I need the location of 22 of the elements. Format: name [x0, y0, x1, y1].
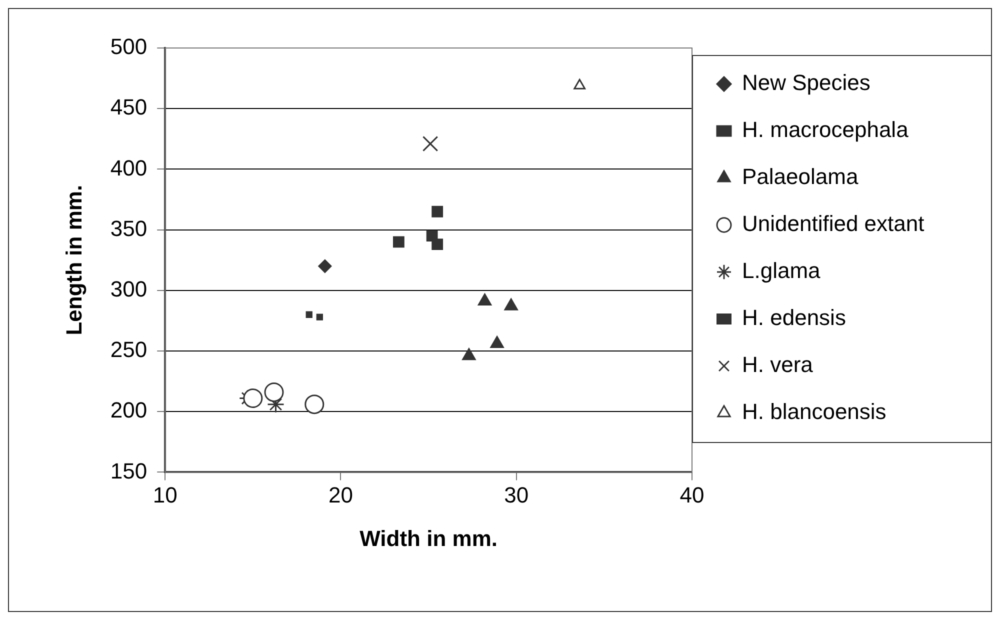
y-tick-label: 500 — [110, 34, 148, 60]
legend-label: New Species — [742, 70, 870, 96]
legend-label: H. macrocephala — [742, 117, 910, 142]
y-tick-label: 250 — [110, 337, 148, 362]
y-tick-label: 350 — [110, 216, 148, 241]
legend-label: H. edensis — [742, 305, 846, 330]
legend-label: H. vera — [742, 352, 814, 378]
y-tick-label: 150 — [110, 458, 148, 484]
x-tick-label: 40 — [680, 482, 704, 508]
y-tick-label: 200 — [110, 398, 148, 423]
x-tick-label: 10 — [152, 482, 178, 508]
legend-label: Palaeolama — [742, 164, 859, 190]
x-tick-label: 20 — [328, 482, 353, 508]
y-tick-label: 300 — [110, 276, 148, 302]
y-axis-title: Length in mm. — [61, 184, 86, 336]
legend-label: Unidentified extant — [742, 211, 924, 236]
y-tick-label: 450 — [110, 94, 148, 120]
x-axis-title: Width in mm. — [360, 526, 498, 551]
legend-label: H. blancoensis — [742, 399, 886, 424]
y-tick-label: 400 — [110, 155, 148, 180]
legend-label: L.glama — [742, 258, 822, 284]
x-tick-label: 30 — [504, 482, 529, 508]
